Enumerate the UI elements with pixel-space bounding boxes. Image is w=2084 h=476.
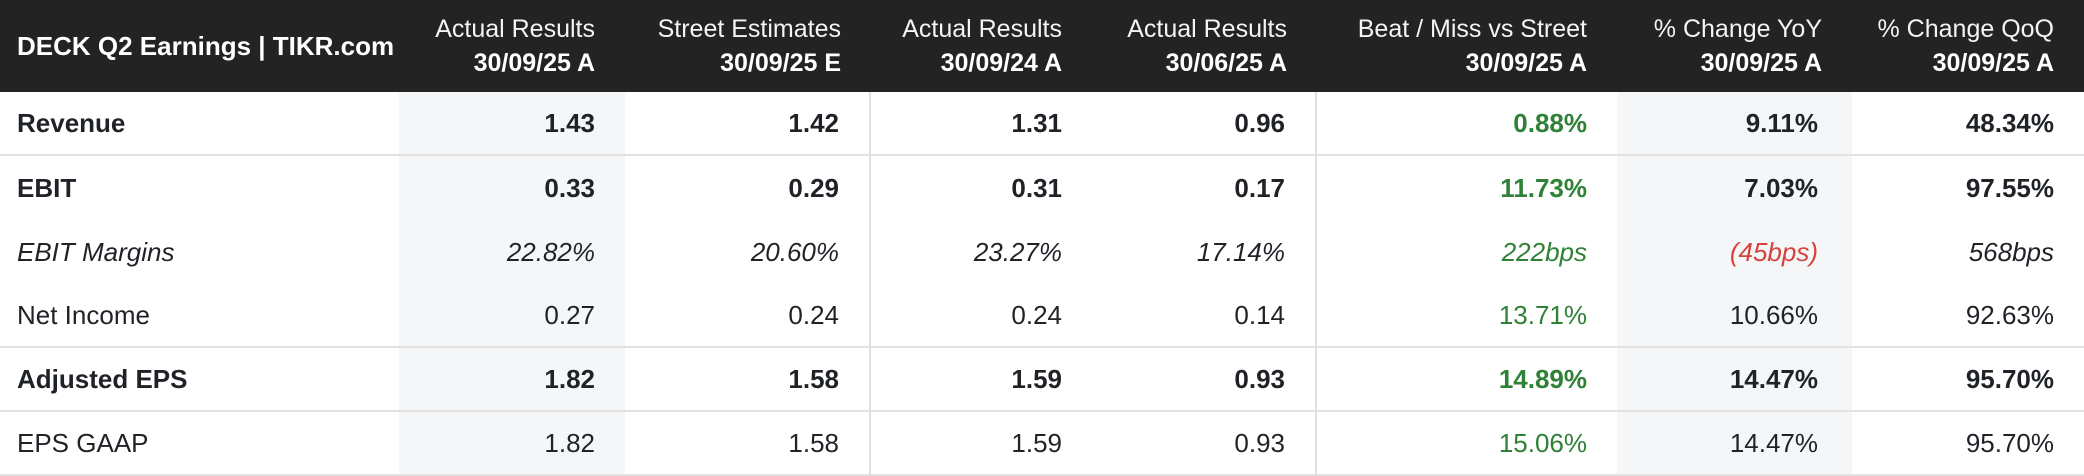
column-period: 30/09/25 A (1700, 49, 1822, 77)
cell-value: 0.31 (871, 156, 1092, 220)
column-period: 30/09/24 A (940, 49, 1062, 77)
cell-value: 97.55% (1852, 156, 2084, 220)
column-period: 30/09/25 A (1932, 49, 2054, 77)
cell-value: 1.59 (871, 412, 1092, 476)
column-period: 30/09/25 A (473, 49, 595, 77)
column-period: 30/09/25 E (720, 49, 841, 77)
column-header-change-qoq: % Change QoQ 30/09/25 A (1852, 0, 2084, 92)
cell-value: 20.60% (625, 220, 871, 284)
cell-value-beat-miss: 11.73% (1317, 156, 1617, 220)
cell-value: 23.27% (871, 220, 1092, 284)
column-label: Beat / Miss vs Street (1357, 15, 1587, 43)
column-label: Actual Results (902, 15, 1062, 43)
cell-value: 0.29 (625, 156, 871, 220)
row-label-net-income: Net Income (0, 284, 399, 348)
cell-value: 14.47% (1617, 348, 1852, 412)
cell-value: 17.14% (1092, 220, 1317, 284)
row-label-adjusted-eps: Adjusted EPS (0, 348, 399, 412)
column-header-beat-miss: Beat / Miss vs Street 30/09/25 A (1317, 0, 1617, 92)
row-label-ebit-margins: EBIT Margins (0, 220, 399, 284)
cell-value: 9.11% (1617, 92, 1852, 156)
cell-value: 0.93 (1092, 412, 1317, 476)
column-header-change-yoy: % Change YoY 30/09/25 A (1617, 0, 1852, 92)
cell-value: 1.42 (625, 92, 871, 156)
cell-value: 0.24 (871, 284, 1092, 348)
cell-value: 14.47% (1617, 412, 1852, 476)
cell-value-beat-miss: 13.71% (1317, 284, 1617, 348)
row-label-eps-gaap: EPS GAAP (0, 412, 399, 476)
column-header-actual-current: Actual Results 30/09/25 A (399, 0, 625, 92)
cell-value: 95.70% (1852, 348, 2084, 412)
cell-value: 1.43 (399, 92, 625, 156)
cell-value: 7.03% (1617, 156, 1852, 220)
column-label: Actual Results (435, 15, 595, 43)
cell-value: 95.70% (1852, 412, 2084, 476)
column-header-actual-yoy: Actual Results 30/09/24 A (871, 0, 1092, 92)
cell-value: 22.82% (399, 220, 625, 284)
row-label-revenue: Revenue (0, 92, 399, 156)
column-label: % Change YoY (1653, 15, 1822, 43)
cell-value: 0.14 (1092, 284, 1317, 348)
cell-value: 0.27 (399, 284, 625, 348)
cell-value: 0.33 (399, 156, 625, 220)
cell-value: 1.58 (625, 412, 871, 476)
cell-value-beat-miss: 14.89% (1317, 348, 1617, 412)
column-label: % Change QoQ (1877, 15, 2055, 43)
cell-value-beat-miss: 0.88% (1317, 92, 1617, 156)
table-title: DECK Q2 Earnings | TIKR.com (0, 0, 399, 92)
cell-value: 1.59 (871, 348, 1092, 412)
column-period: 30/06/25 A (1165, 49, 1287, 77)
cell-value: 568bps (1852, 220, 2084, 284)
column-header-actual-qoq: Actual Results 30/06/25 A (1092, 0, 1317, 92)
cell-value: 10.66% (1617, 284, 1852, 348)
cell-value: 1.82 (399, 348, 625, 412)
cell-value: 0.96 (1092, 92, 1317, 156)
cell-value: 0.17 (1092, 156, 1317, 220)
cell-value: 48.34% (1852, 92, 2084, 156)
column-label: Street Estimates (657, 15, 841, 43)
cell-value: 1.82 (399, 412, 625, 476)
cell-value-beat-miss: 15.06% (1317, 412, 1617, 476)
cell-value-negative: (45bps) (1617, 220, 1852, 284)
cell-value-beat-miss: 222bps (1317, 220, 1617, 284)
cell-value: 1.58 (625, 348, 871, 412)
column-label: Actual Results (1127, 15, 1287, 43)
cell-value: 92.63% (1852, 284, 2084, 348)
cell-value: 1.31 (871, 92, 1092, 156)
row-label-ebit: EBIT (0, 156, 399, 220)
column-header-street-estimates: Street Estimates 30/09/25 E (625, 0, 871, 92)
column-period: 30/09/25 A (1465, 49, 1587, 77)
cell-value: 0.93 (1092, 348, 1317, 412)
cell-value: 0.24 (625, 284, 871, 348)
